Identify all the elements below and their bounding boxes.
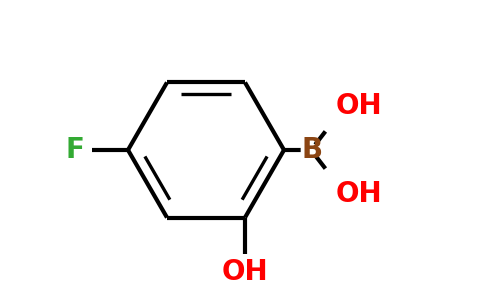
Text: F: F: [66, 136, 85, 164]
Text: OH: OH: [335, 180, 382, 208]
Text: B: B: [301, 136, 322, 164]
Text: OH: OH: [222, 258, 268, 286]
Text: OH: OH: [335, 92, 382, 120]
